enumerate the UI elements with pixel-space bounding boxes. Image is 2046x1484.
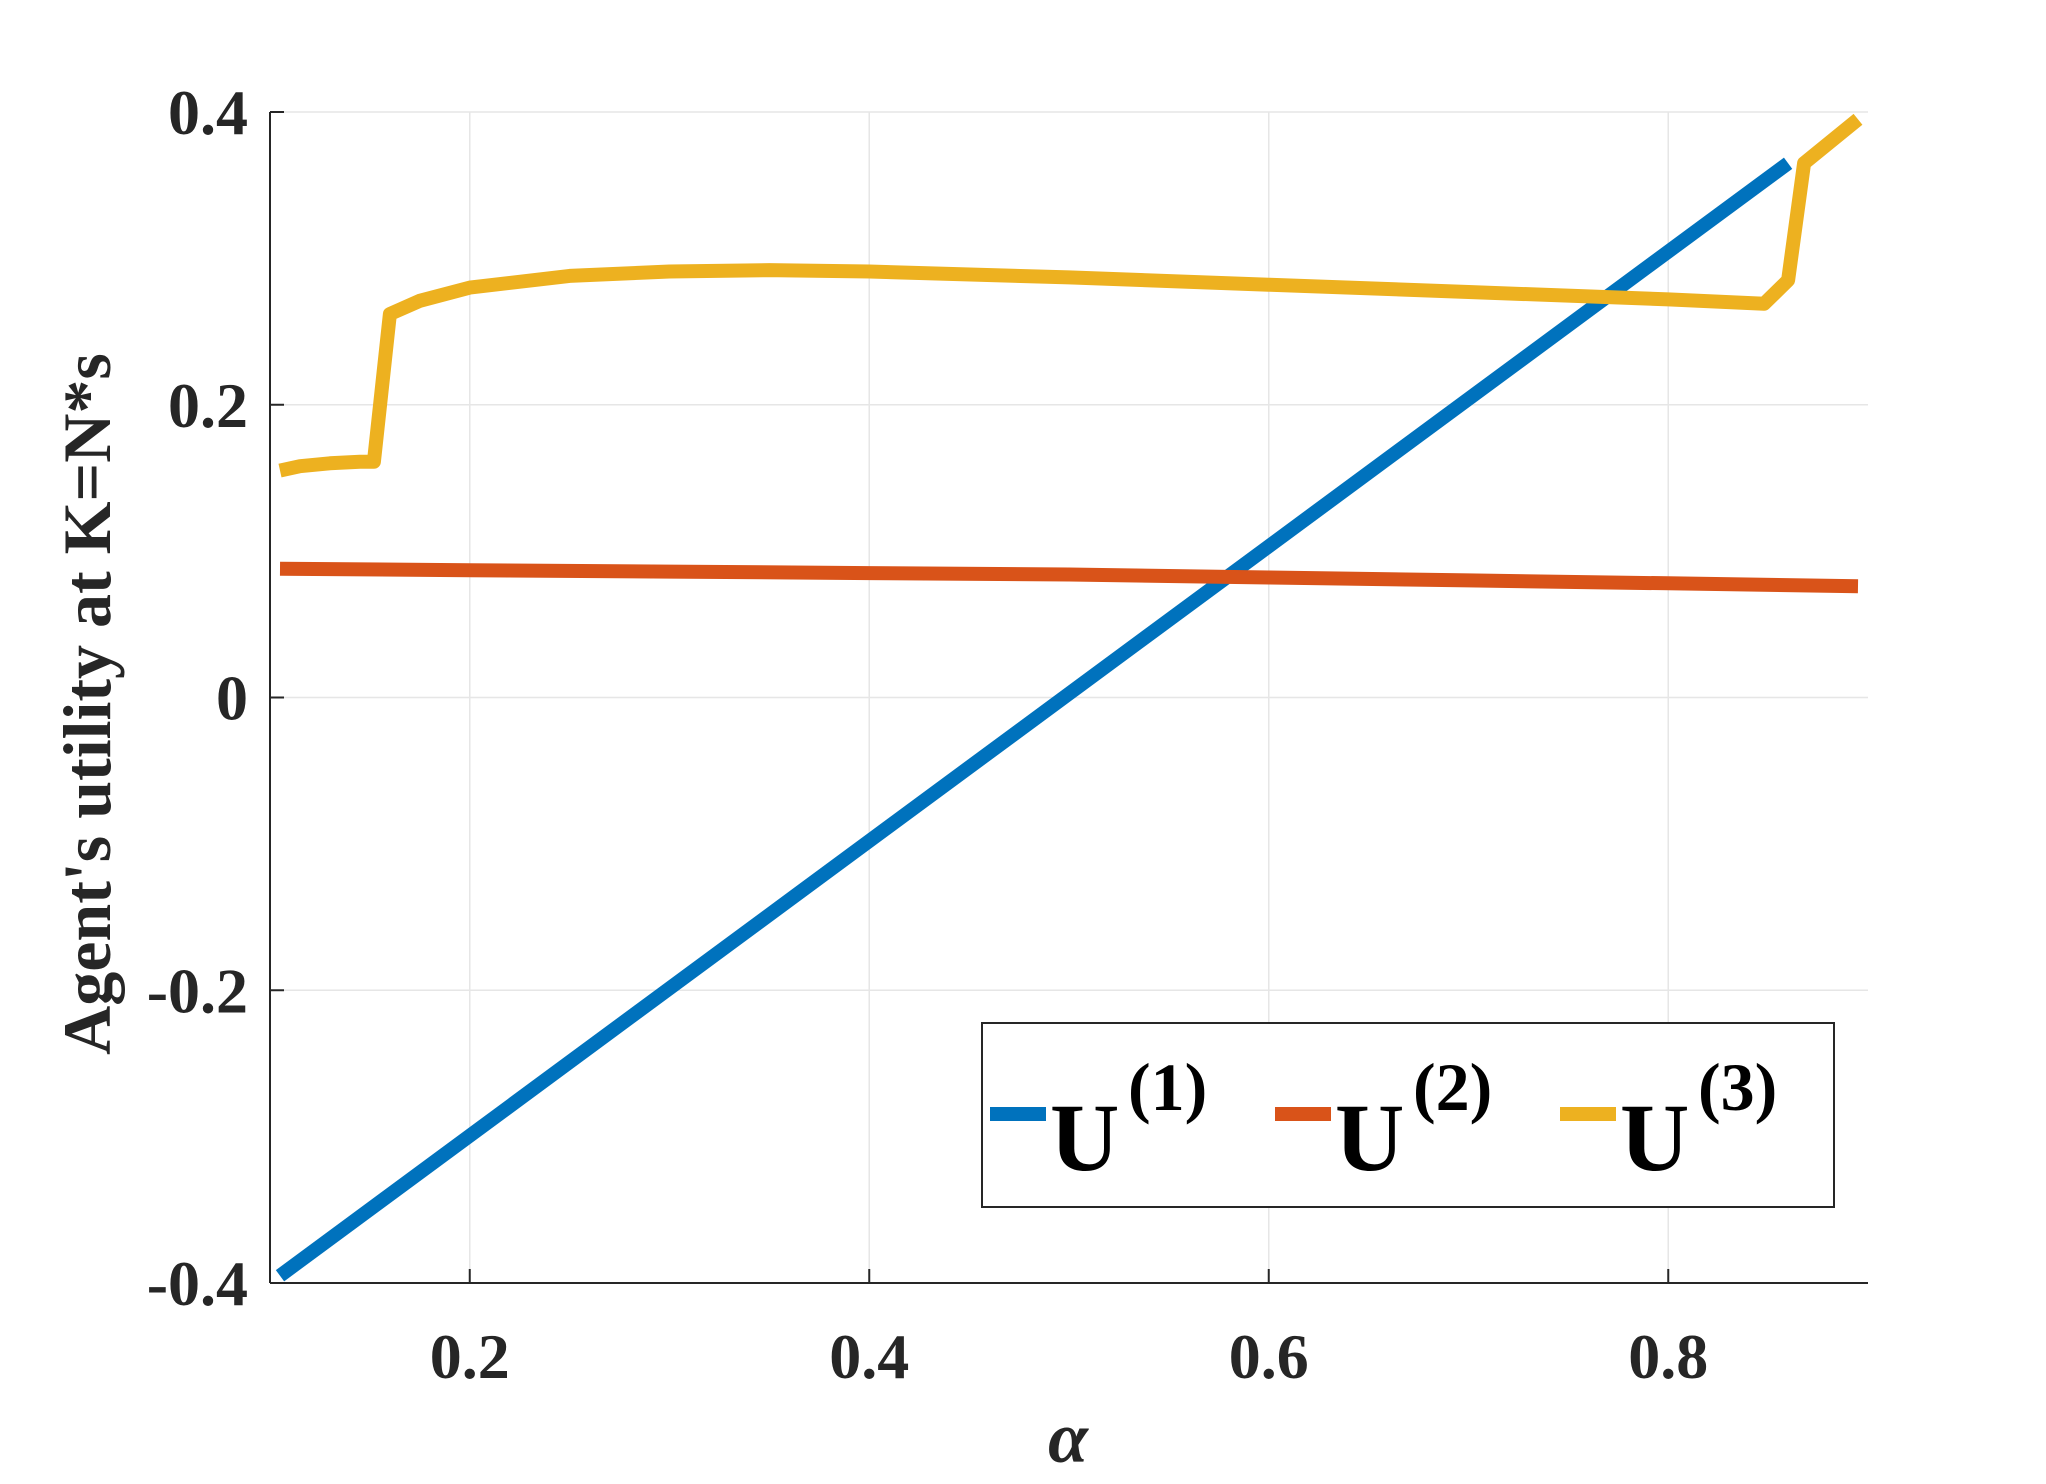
series-line-1 <box>275 157 1793 1282</box>
legend: U (1) U (2) U (3) <box>981 1022 1835 1208</box>
axes <box>269 111 1868 1284</box>
legend-box <box>981 1022 1835 1208</box>
x-tick-label: 0.8 <box>1628 1321 1708 1392</box>
x-tick-label: 0.6 <box>1229 1321 1309 1392</box>
legend-label-3: U <box>1620 1084 1689 1191</box>
series-lines <box>275 113 1863 1282</box>
legend-label-sup-2: (2) <box>1413 1049 1492 1125</box>
legend-label-2: U <box>1335 1084 1404 1191</box>
y-tick-label: 0.4 <box>168 77 248 148</box>
legend-label-sup-1: (1) <box>1128 1049 1207 1125</box>
y-tick-label: 0.2 <box>168 370 248 441</box>
y-axis-label: Agent's utility at K=N*s <box>49 353 125 1055</box>
tick-labels: 0.2 0.4 0.6 0.8 -0.4 -0.2 0 0.2 0.4 <box>147 77 1709 1392</box>
y-tick-label: 0 <box>216 663 248 734</box>
x-tick-label: 0.4 <box>829 1321 909 1392</box>
series-line-3 <box>278 113 1863 478</box>
y-tick-label: -0.4 <box>147 1248 248 1319</box>
y-tick-label: -0.2 <box>147 955 248 1026</box>
legend-label-sup-3: (3) <box>1698 1049 1777 1125</box>
series-line-2 <box>279 561 1859 594</box>
legend-label-1: U <box>1050 1084 1119 1191</box>
x-tick-label: 0.2 <box>430 1321 510 1392</box>
x-axis-label: α <box>1048 1398 1089 1478</box>
